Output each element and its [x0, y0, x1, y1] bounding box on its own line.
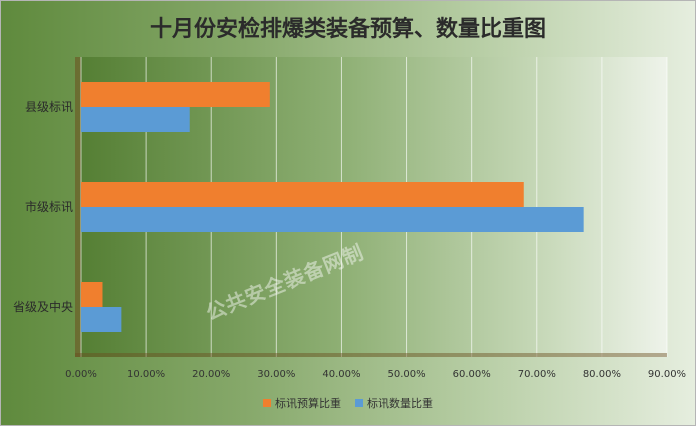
x-tick-label-5: 50.00% — [387, 369, 425, 380]
bar-budget-2 — [81, 282, 103, 307]
x-tick-label-4: 40.00% — [322, 369, 360, 380]
x-tick-label-1: 10.00% — [127, 369, 165, 380]
bar-count-2 — [81, 307, 122, 332]
bar-count-1 — [81, 207, 584, 232]
chart-title: 十月份安检排爆类装备预算、数量比重图 — [149, 16, 546, 42]
category-label-1: 市级标讯 — [25, 199, 73, 214]
bar-count-0 — [81, 107, 190, 132]
category-label-0: 县级标讯 — [25, 100, 73, 114]
x-tick-label-7: 70.00% — [518, 369, 556, 380]
legend-swatch-budget — [263, 399, 271, 407]
x-tick-label-2: 20.00% — [192, 369, 230, 380]
x-tick-label-9: 90.00% — [648, 369, 686, 380]
bar-budget-0 — [81, 82, 270, 107]
legend-label-count: 标讯数量比重 — [367, 397, 433, 410]
plot-floor — [75, 353, 667, 357]
legend-item-count: 标讯数量比重 — [355, 395, 433, 411]
x-tick-label-6: 60.00% — [453, 369, 491, 380]
legend-item-budget: 标讯预算比重 — [263, 395, 341, 411]
x-tick-label-8: 80.00% — [583, 369, 621, 380]
legend: 标讯预算比重 标讯数量比重 — [1, 395, 695, 411]
category-label-2: 省级及中央 — [13, 299, 73, 314]
bar-budget-1 — [81, 182, 524, 207]
legend-label-budget: 标讯预算比重 — [275, 397, 341, 410]
legend-swatch-count — [355, 399, 363, 407]
x-tick-label-0: 0.00% — [65, 369, 97, 380]
plot-left-wall — [75, 57, 81, 357]
x-tick-label-3: 30.00% — [257, 369, 295, 380]
